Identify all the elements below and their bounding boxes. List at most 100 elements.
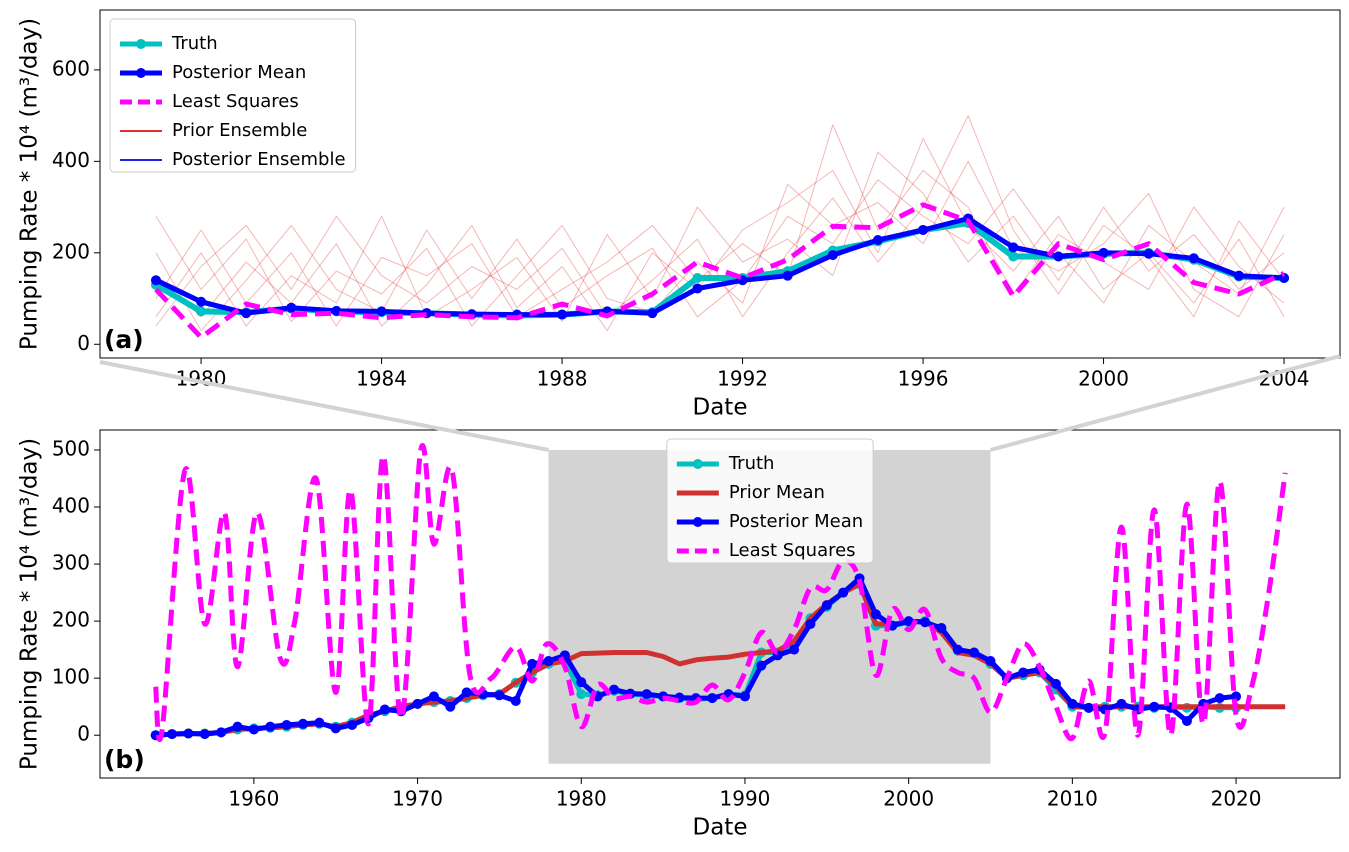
marker [692,283,703,294]
x-tick-label: 1988 [537,367,588,391]
marker [576,689,587,700]
marker [297,718,308,729]
marker [789,644,800,655]
marker [985,656,996,667]
x-tick-label: 1984 [356,367,407,391]
x-tick-label: 2020 [1211,787,1262,811]
marker [559,650,570,661]
legend-label: Truth [728,453,775,474]
marker [1067,698,1078,709]
legend-label: Posterior Mean [172,62,306,83]
plot-area [150,115,1290,340]
marker [428,691,439,702]
series-line [154,202,1286,340]
marker [1098,247,1109,258]
plot-area [150,443,1288,764]
marker [647,308,658,319]
marker [1116,698,1127,709]
y-tick-label: 500 [52,436,90,460]
y-tick-label: 100 [52,665,90,689]
x-tick-label: 1996 [898,367,949,391]
y-tick-label: 300 [52,551,90,575]
marker [347,719,358,730]
y-tick-label: 400 [52,148,90,172]
panel-label: (b) [104,745,145,774]
marker [286,302,297,313]
legend-label: Truth [171,33,218,54]
legend-label: Prior Mean [729,482,825,503]
marker [1181,715,1192,726]
marker [870,609,881,620]
marker [510,695,521,706]
legend-label: Posterior Ensemble [172,149,346,170]
panel-label: (a) [104,325,144,354]
y-tick-label: 600 [52,56,90,80]
x-tick-label: 1990 [720,787,771,811]
marker [821,600,832,611]
marker [331,305,342,316]
marker [265,721,276,732]
zoom-connector [99,360,549,452]
y-axis-label: Pumping Rate * 10⁴ (m³/day) [17,438,43,770]
marker [805,618,816,629]
marker [167,729,178,740]
marker [241,308,252,319]
marker [543,656,554,667]
marker [903,616,914,627]
legend-label: Prior Ensemble [172,120,307,141]
marker [1188,253,1199,264]
y-tick-label: 400 [52,494,90,518]
x-tick-label: 2010 [1047,787,1098,811]
legend-marker [692,459,703,469]
series-line [153,443,1288,743]
marker [150,275,161,286]
marker [1050,678,1061,689]
marker [281,719,292,730]
marker [1231,691,1242,702]
marker [1008,242,1019,253]
marker [216,727,227,738]
marker [918,224,929,235]
marker [314,717,325,728]
marker [872,235,883,246]
panel-1: 1960 1970 1980 1990 2000 2010 2020 0 100 200 300 40… [17,429,1341,841]
legend-marker [692,517,703,527]
ensemble-member [155,151,1285,327]
x-tick-label: 1992 [717,367,768,391]
legend-label: Least Squares [172,91,299,112]
x-tick-label: 1980 [556,787,607,811]
marker [838,587,849,598]
marker [1214,693,1225,704]
axes-frame [99,429,1341,779]
marker [1018,667,1029,678]
marker [1233,270,1244,281]
marker [461,687,472,698]
marker [445,701,456,712]
legend-label: Least Squares [729,540,856,561]
marker [494,690,505,701]
ensemble-member [155,179,1285,332]
marker [641,689,652,700]
legend-label: Posterior Mean [729,511,863,532]
x-axis-label: Date [693,395,748,421]
y-tick-label: 0 [77,722,90,746]
marker [379,704,390,715]
x-tick-label: 2000 [883,787,934,811]
series-line [154,216,1285,318]
panel-0: 1980 1984 1988 1992 1996 2000 20040200400600Da… [17,9,1341,421]
x-tick-label: 1970 [392,787,443,811]
marker [1279,272,1290,283]
marker [196,306,207,317]
ensemble-member [155,160,1285,327]
marker [557,309,568,320]
ensemble-member [155,138,1285,332]
legend: Truth Posterior Mean Least Squares Prior En… [109,18,357,173]
legend-marker [136,68,146,78]
marker [827,250,838,261]
legend-marker [136,39,146,49]
marker [782,270,793,281]
marker [1143,248,1154,259]
legend-box [666,438,874,564]
marker [232,721,243,732]
marker [183,728,194,739]
